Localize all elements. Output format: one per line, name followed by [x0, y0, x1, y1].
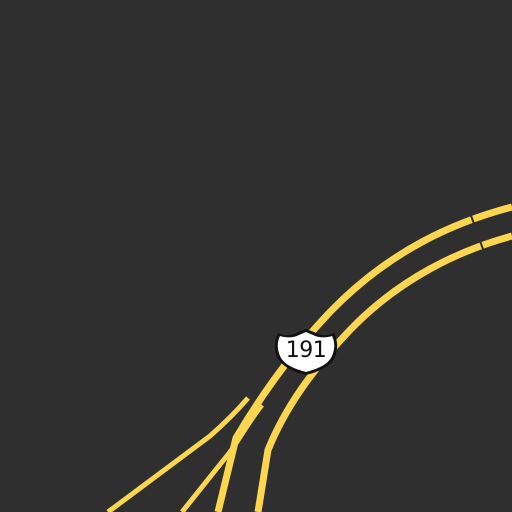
ramp-merge	[180, 403, 264, 512]
ramp-southwest	[106, 396, 250, 512]
carriageway-divider-south	[479, 240, 487, 258]
route-shield-191[interactable]: 191	[272, 327, 340, 377]
connector-south	[267, 408, 291, 449]
highway-191-carriageway-north	[214, 203, 512, 512]
us-highway-shield-icon	[274, 329, 338, 375]
carriageway-divider-north	[469, 212, 477, 230]
route-number: 191	[285, 338, 327, 363]
